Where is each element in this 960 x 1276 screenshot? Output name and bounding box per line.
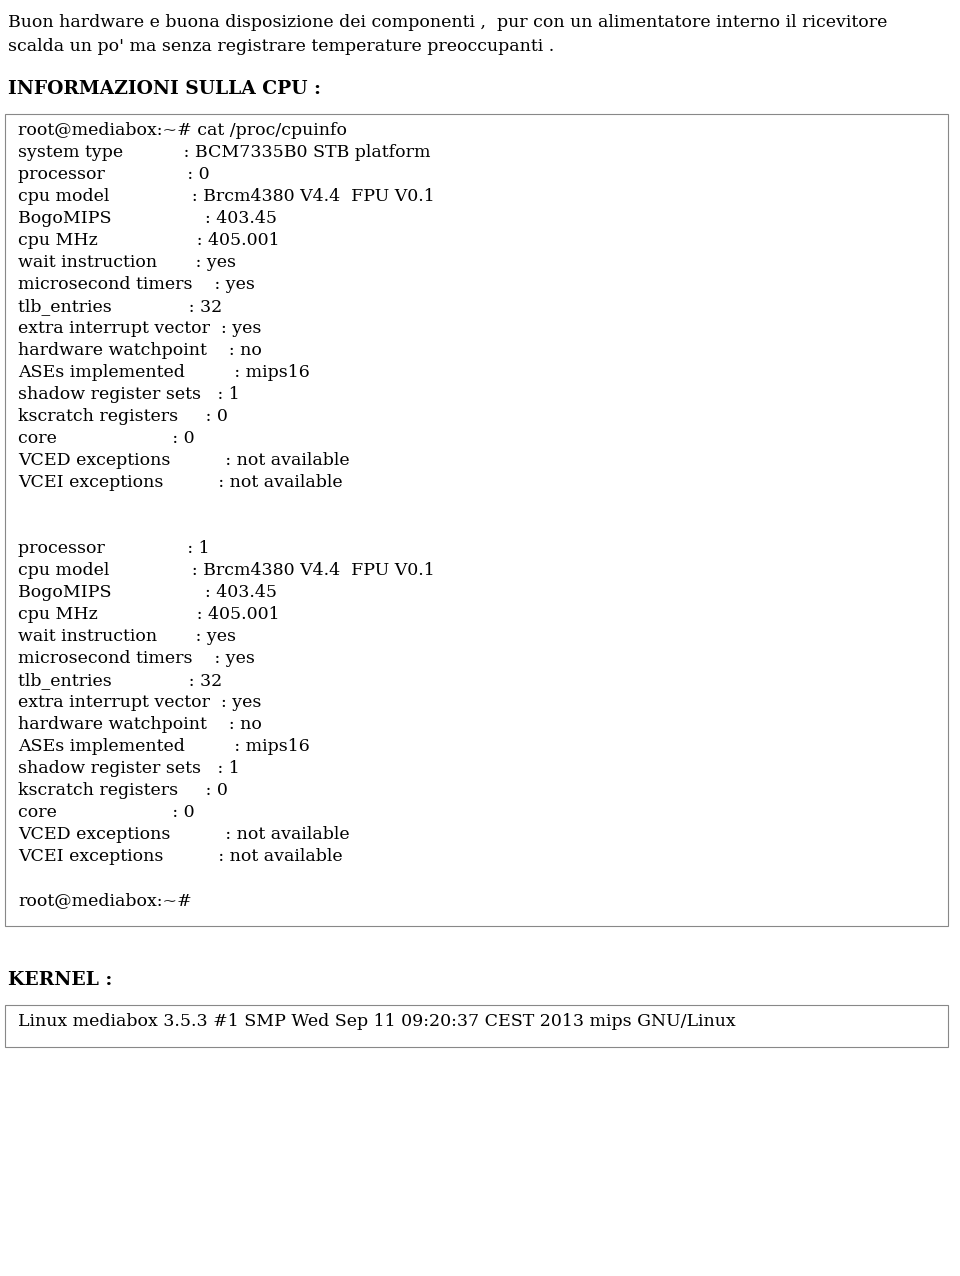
Text: wait instruction       : yes: wait instruction : yes bbox=[18, 254, 236, 271]
Text: Linux mediabox 3.5.3 #1 SMP Wed Sep 11 09:20:37 CEST 2013 mips GNU/Linux: Linux mediabox 3.5.3 #1 SMP Wed Sep 11 0… bbox=[18, 1013, 735, 1030]
Text: processor               : 0: processor : 0 bbox=[18, 166, 209, 182]
Text: processor               : 1: processor : 1 bbox=[18, 540, 209, 558]
Bar bbox=[5, 1005, 948, 1048]
Text: shadow register sets   : 1: shadow register sets : 1 bbox=[18, 387, 240, 403]
Text: BogoMIPS                 : 403.45: BogoMIPS : 403.45 bbox=[18, 211, 277, 227]
Text: VCED exceptions          : not available: VCED exceptions : not available bbox=[18, 452, 349, 470]
Text: wait instruction       : yes: wait instruction : yes bbox=[18, 628, 236, 644]
Text: hardware watchpoint    : no: hardware watchpoint : no bbox=[18, 716, 262, 732]
Text: ASEs implemented         : mips16: ASEs implemented : mips16 bbox=[18, 364, 310, 382]
Text: tlb_entries              : 32: tlb_entries : 32 bbox=[18, 299, 223, 315]
Text: ASEs implemented         : mips16: ASEs implemented : mips16 bbox=[18, 738, 310, 755]
Text: BogoMIPS                 : 403.45: BogoMIPS : 403.45 bbox=[18, 584, 277, 601]
Text: VCEI exceptions          : not available: VCEI exceptions : not available bbox=[18, 849, 343, 865]
Bar bbox=[5, 114, 948, 926]
Text: system type           : BCM7335B0 STB platform: system type : BCM7335B0 STB platform bbox=[18, 144, 430, 161]
Text: root@mediabox:~#: root@mediabox:~# bbox=[18, 892, 192, 909]
Text: core                     : 0: core : 0 bbox=[18, 804, 195, 820]
Text: shadow register sets   : 1: shadow register sets : 1 bbox=[18, 760, 240, 777]
Text: cpu MHz                  : 405.001: cpu MHz : 405.001 bbox=[18, 606, 279, 623]
Text: kscratch registers     : 0: kscratch registers : 0 bbox=[18, 408, 228, 425]
Text: Buon hardware e buona disposizione dei componenti ,  pur con un alimentatore int: Buon hardware e buona disposizione dei c… bbox=[8, 14, 887, 31]
Text: KERNEL :: KERNEL : bbox=[8, 971, 112, 989]
Text: cpu model               : Brcm4380 V4.4  FPU V0.1: cpu model : Brcm4380 V4.4 FPU V0.1 bbox=[18, 561, 435, 579]
Text: VCEI exceptions          : not available: VCEI exceptions : not available bbox=[18, 473, 343, 491]
Text: extra interrupt vector  : yes: extra interrupt vector : yes bbox=[18, 694, 261, 711]
Text: microsecond timers    : yes: microsecond timers : yes bbox=[18, 276, 254, 293]
Text: kscratch registers     : 0: kscratch registers : 0 bbox=[18, 782, 228, 799]
Text: scalda un po' ma senza registrare temperature preoccupanti .: scalda un po' ma senza registrare temper… bbox=[8, 38, 554, 55]
Text: cpu model               : Brcm4380 V4.4  FPU V0.1: cpu model : Brcm4380 V4.4 FPU V0.1 bbox=[18, 188, 435, 205]
Text: hardware watchpoint    : no: hardware watchpoint : no bbox=[18, 342, 262, 359]
Text: extra interrupt vector  : yes: extra interrupt vector : yes bbox=[18, 320, 261, 337]
Text: root@mediabox:~# cat /proc/cpuinfo: root@mediabox:~# cat /proc/cpuinfo bbox=[18, 122, 347, 139]
Text: VCED exceptions          : not available: VCED exceptions : not available bbox=[18, 826, 349, 843]
Text: microsecond timers    : yes: microsecond timers : yes bbox=[18, 649, 254, 667]
Text: INFORMAZIONI SULLA CPU :: INFORMAZIONI SULLA CPU : bbox=[8, 80, 321, 98]
Text: core                     : 0: core : 0 bbox=[18, 430, 195, 447]
Text: tlb_entries              : 32: tlb_entries : 32 bbox=[18, 672, 223, 689]
Text: cpu MHz                  : 405.001: cpu MHz : 405.001 bbox=[18, 232, 279, 249]
